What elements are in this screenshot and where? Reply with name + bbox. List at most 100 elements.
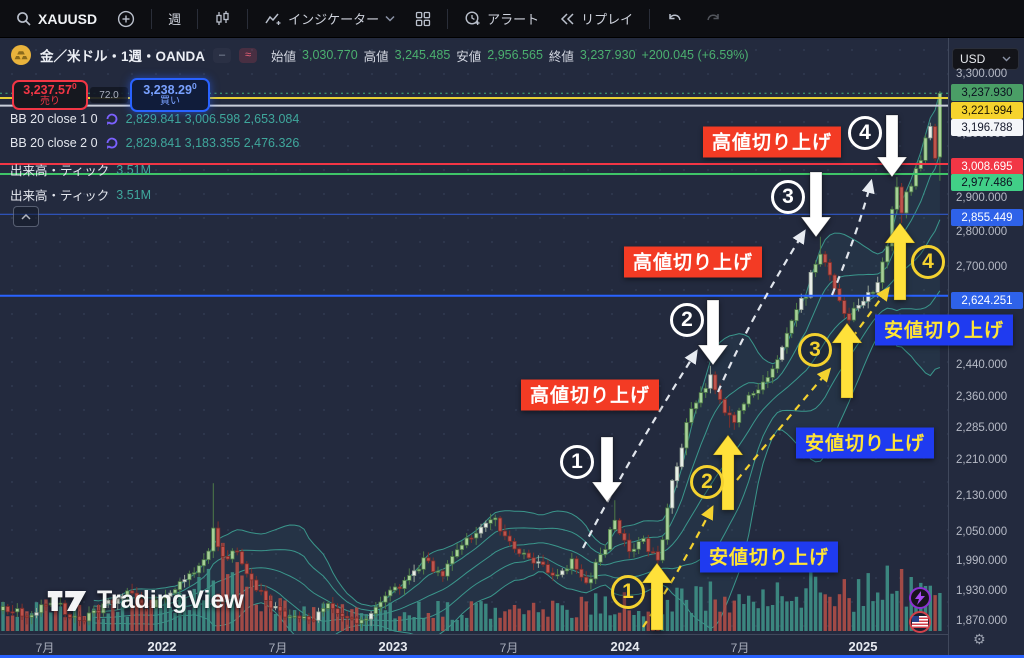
search-icon (16, 11, 32, 27)
alert-button[interactable]: アラート (456, 5, 547, 32)
economic-event-lightning-icon[interactable] (909, 587, 931, 609)
volume2-name: 出来高・ティック (10, 189, 110, 203)
replay-button[interactable]: リプレイ (551, 5, 641, 32)
undo-button[interactable] (658, 8, 692, 30)
replay-label: リプレイ (581, 12, 634, 27)
alert-label: アラート (487, 12, 540, 27)
compare-add-button[interactable] (109, 6, 143, 32)
sell-price-fraction: 0 (71, 81, 77, 92)
price-tick: 2,900.000 (956, 192, 1008, 205)
time-axis[interactable]: 7月 2022 7月 2023 7月 2024 7月 2025 (0, 634, 948, 658)
low-label: 安値 (456, 49, 482, 64)
sell-button[interactable]: 3,237.570 売り (12, 80, 88, 110)
bb2-values: 2,829.841 3,183.355 2,476.326 (125, 136, 300, 150)
legend-bb2[interactable]: BB 20 close 2 0 2,829.841 3,183.355 2,47… (10, 136, 299, 150)
chevron-down-icon (385, 15, 395, 22)
sync-icon (105, 112, 119, 126)
layout-templates-button[interactable] (407, 7, 439, 31)
indicators-label: インジケーター (288, 12, 380, 27)
price-tick: 3,300.000 (956, 68, 1008, 80)
high-label: 高値 (363, 49, 389, 64)
legend-bb1[interactable]: BB 20 close 1 0 2,829.841 3,006.598 2,65… (10, 112, 299, 126)
plus-circle-icon (117, 10, 135, 28)
volume1-value: 3.51M (116, 162, 152, 177)
gold-coin-icon (10, 44, 32, 66)
window-accent-bar (0, 655, 1024, 658)
minimize-legend-icon[interactable]: – (213, 47, 232, 63)
price-tick: 2,050.000 (956, 526, 1008, 539)
sync-icon (105, 136, 119, 150)
indicators-button[interactable]: インジケーター (256, 5, 403, 32)
bb1-name: BB 20 close 1 0 (10, 112, 98, 126)
symbol-search-button[interactable]: XAUUSD (8, 7, 105, 31)
interval-button[interactable]: 週 (160, 5, 189, 32)
open-value: 3,030.770 (302, 48, 358, 62)
time-tick: 7月 (268, 641, 288, 655)
price-badge: 2,624.251 (951, 292, 1023, 309)
price-axis[interactable]: USD 3,300.0003,100.0002,900.0002,800.000… (948, 38, 1024, 658)
legend-volume-1[interactable]: 出来高・ティック 3.51M (10, 160, 151, 179)
high-value: 3,245.485 (394, 48, 451, 62)
candlestick-icon (214, 10, 231, 27)
currency-dropdown[interactable]: USD (952, 48, 1019, 70)
price-badge: 3,237.930 (951, 84, 1023, 101)
low-value: 2,956.565 (487, 48, 543, 62)
time-tick: 2025 (848, 639, 878, 654)
watermark-text: TradingView (97, 586, 244, 614)
price-tick: 2,440.000 (956, 358, 1008, 371)
toolbar-divider (447, 8, 449, 29)
chart-style-button[interactable] (206, 6, 239, 31)
toolbar-divider (197, 8, 199, 29)
price-badge: 3,196.788 (951, 119, 1023, 136)
redo-button[interactable] (696, 8, 730, 30)
price-tick: 2,360.000 (956, 390, 1008, 403)
alert-clock-icon (464, 10, 481, 27)
legend-volume-2[interactable]: 出来高・ティック 3.51M (10, 185, 151, 204)
buy-price: 3,238.29 (143, 83, 192, 98)
approx-price-icon[interactable]: ≈ (239, 47, 258, 63)
tradingview-watermark: TradingView (46, 586, 244, 615)
bb2-name: BB 20 close 2 0 (10, 136, 98, 150)
close-label: 終値 (548, 49, 574, 64)
change-value: +200.045 (+6.59%) (641, 48, 749, 62)
buy-label: 買い (160, 96, 180, 108)
currency-label: USD (960, 52, 986, 66)
chart-pane[interactable]: TradingView 金／米ドル・1週・OANDA – ≈ 始値 3,030.7… (0, 38, 948, 634)
price-tick: 1,930.000 (956, 584, 1008, 597)
bb1-values: 2,829.841 3,006.598 2,653.084 (125, 112, 300, 126)
volume1-name: 出来高・ティック (10, 164, 110, 178)
price-badge: 3,008.695 (951, 158, 1023, 175)
redo-icon (704, 12, 722, 26)
interval-label: 週 (168, 12, 182, 27)
price-tick: 2,285.000 (956, 421, 1008, 434)
price-tick: 2,800.000 (956, 226, 1008, 239)
price-tick: 1,870.000 (956, 615, 1008, 627)
price-tick: 2,130.000 (956, 489, 1008, 502)
time-tick: 2023 (378, 639, 408, 654)
symbol-title[interactable]: 金／米ドル・1週・OANDA (40, 49, 206, 64)
axis-settings-gear-icon[interactable]: ⚙ (973, 631, 986, 647)
toolbar-divider (151, 8, 153, 29)
price-chart (0, 91, 948, 634)
buy-button[interactable]: 3,238.290 買い (130, 78, 210, 112)
time-tick: 7月 (730, 641, 750, 655)
undo-icon (666, 12, 684, 26)
volume2-value: 3.51M (116, 187, 152, 202)
sell-label: 売り (40, 96, 60, 108)
collapse-legend-button[interactable] (13, 206, 39, 227)
price-badge: 2,977.486 (951, 174, 1023, 191)
replay-rewind-icon (559, 12, 575, 26)
price-badge: 2,855.449 (951, 209, 1023, 226)
trade-buttons: 3,237.570 売り 72.0 3,238.290 買い (12, 78, 210, 112)
ohlc-readout: 始値 3,030.770 高値 3,245.485 安値 2,956.565 終値 3,… (271, 46, 749, 65)
buy-price-fraction: 0 (191, 81, 197, 92)
price-tick: 2,210.000 (956, 454, 1008, 467)
time-tick: 2022 (147, 639, 177, 654)
us-flag-event-icon[interactable] (909, 611, 931, 633)
price-badge: 3,221.994 (951, 102, 1023, 119)
sell-price: 3,237.57 (23, 83, 72, 98)
time-tick: 2024 (610, 639, 640, 654)
chevron-down-icon (1002, 56, 1011, 62)
price-tick: 1,990.000 (956, 555, 1008, 568)
